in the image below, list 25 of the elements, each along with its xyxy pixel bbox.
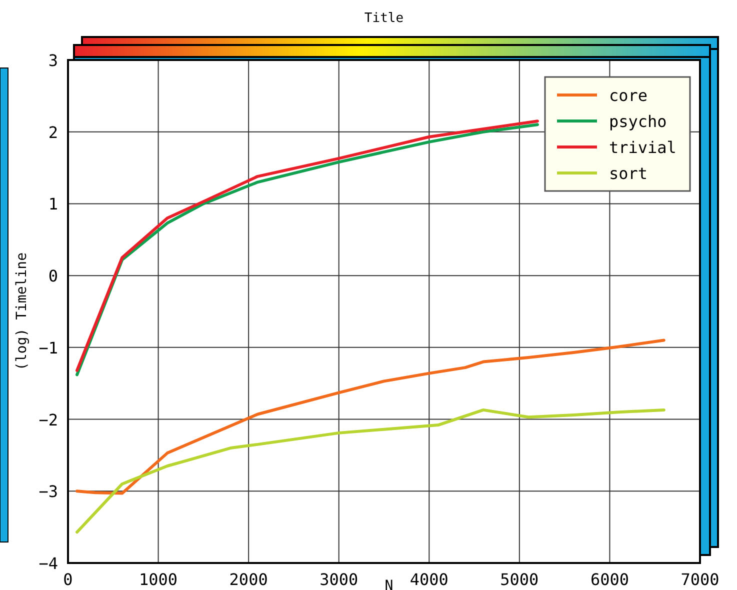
y-tick-label: 1 — [48, 194, 58, 214]
legend-label: trivial — [609, 138, 676, 157]
x-axis-title: N — [384, 578, 394, 590]
y-tick-label: 2 — [48, 122, 58, 142]
legend-label: sort — [609, 164, 648, 183]
x-tick-label: 1000 — [139, 570, 178, 589]
line-series — [76, 408, 666, 534]
x-tick-label: 3000 — [320, 570, 358, 589]
chart-title: Title — [364, 11, 404, 26]
y-tick-label: −1 — [38, 338, 58, 358]
x-tick-label: 2000 — [229, 570, 268, 589]
legend-label: core — [609, 86, 648, 105]
y-tick-label: 0 — [48, 266, 58, 286]
y-tick-label: −3 — [38, 482, 58, 502]
y-tick-label: 3 — [48, 51, 58, 70]
legend-label: psycho — [609, 112, 667, 131]
y-tick-label: −4 — [38, 554, 58, 573]
y-axis-title: (log) Timeline — [14, 252, 30, 371]
x-tick-label: 6000 — [590, 570, 629, 589]
line-series — [76, 338, 666, 495]
x-tick-label: 7000 — [680, 570, 720, 589]
x-tick-label: 5000 — [500, 570, 539, 589]
x-tick-label: 0 — [63, 570, 73, 589]
x-tick-label: 4000 — [410, 570, 448, 589]
y-tick-label: −2 — [38, 410, 58, 430]
